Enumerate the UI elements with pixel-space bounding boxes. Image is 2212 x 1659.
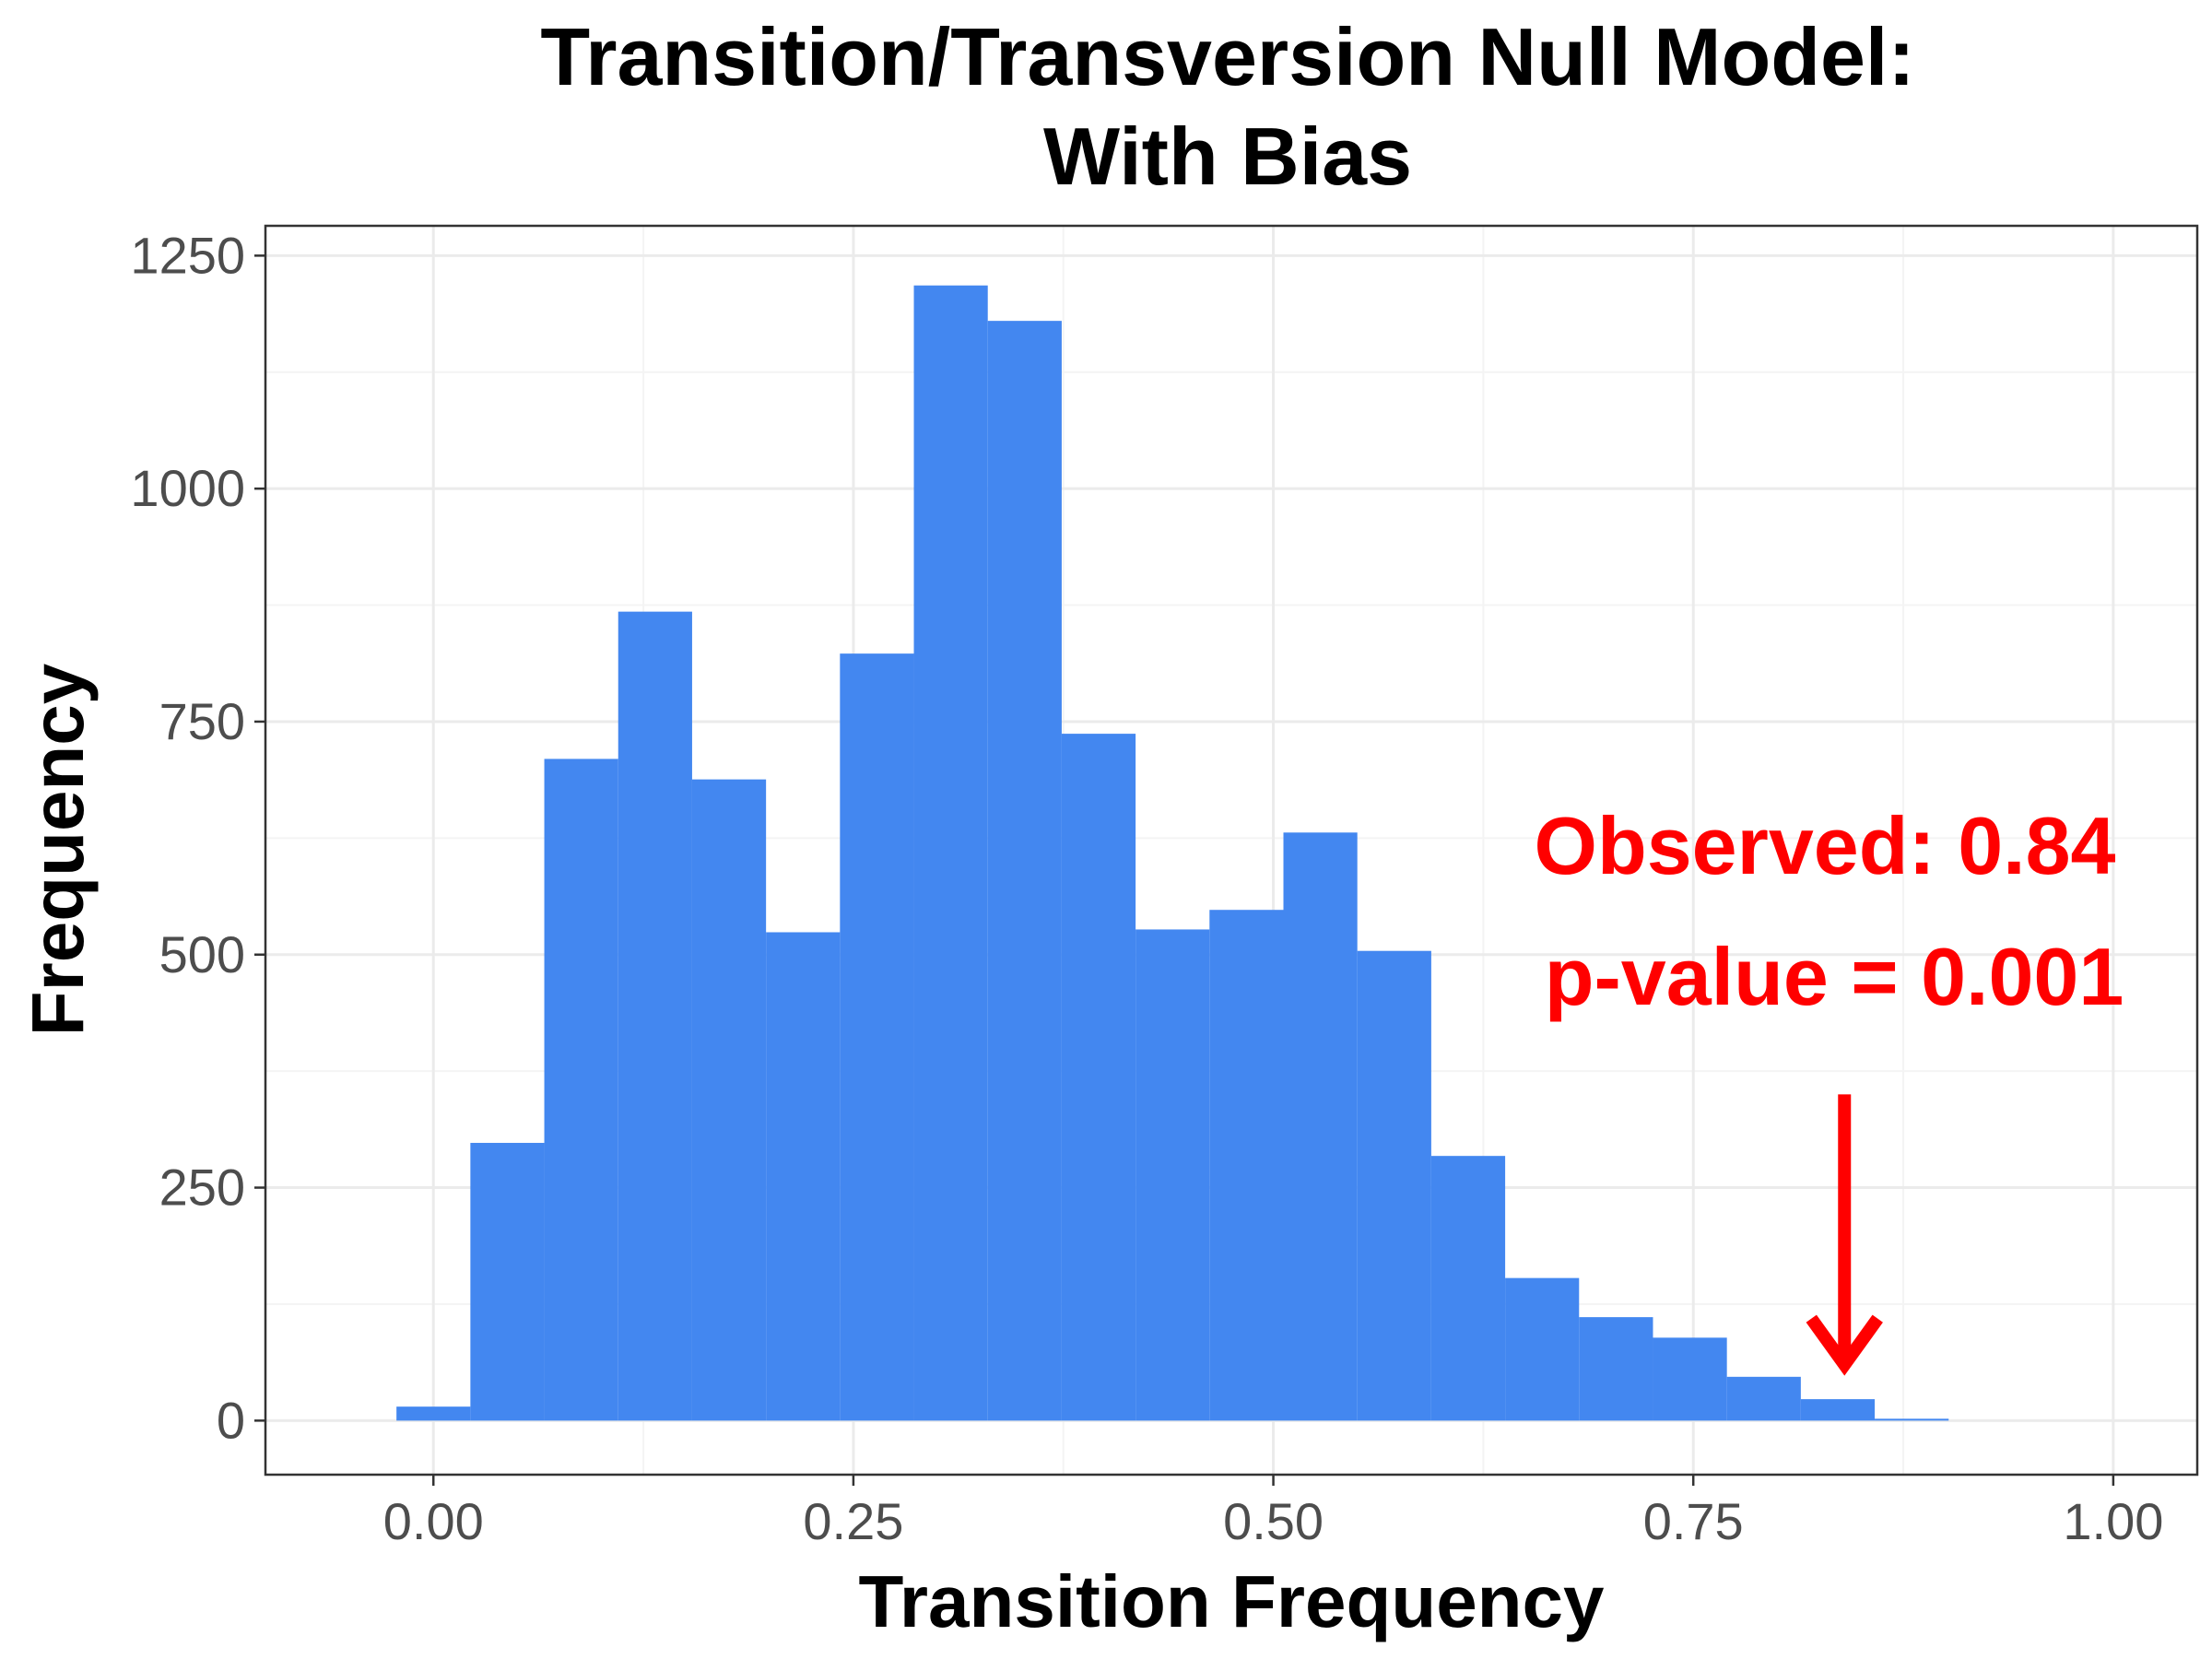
y-tick-label: 250 — [159, 1159, 245, 1217]
chart-title-line-1: Transition/Transversion Null Model: — [540, 11, 1914, 102]
plot-panel-border — [264, 224, 2199, 1477]
x-tick-label: 0.25 — [803, 1492, 903, 1550]
histogram-bar — [987, 321, 1062, 1421]
y-tick-label: 0 — [217, 1391, 245, 1449]
histogram-bar — [618, 611, 692, 1421]
histogram-bars — [396, 285, 1949, 1421]
pvalue-annotation: p-value = 0.001 — [1545, 931, 2124, 1022]
y-tick-label: 1250 — [130, 226, 245, 284]
axis-ticks — [254, 254, 2115, 1486]
observed-arrow-head — [1806, 1314, 1883, 1376]
histogram-bar — [1135, 929, 1210, 1421]
x-tick-label: 1.00 — [2063, 1492, 2163, 1550]
histogram-bar — [544, 759, 618, 1421]
histogram-bar — [1505, 1277, 1580, 1421]
histogram-bar — [1726, 1376, 1801, 1421]
histogram-bar — [1357, 950, 1431, 1421]
histogram-bar — [1875, 1418, 1949, 1421]
histogram-bar — [691, 779, 767, 1421]
histogram-bar — [766, 932, 841, 1421]
histogram-bar — [470, 1143, 545, 1421]
y-tick-label: 750 — [159, 692, 245, 750]
x-tick-label: 0.00 — [383, 1492, 484, 1550]
histogram-bar — [1800, 1399, 1876, 1421]
histogram-bar — [1061, 734, 1136, 1421]
observed-arrow — [1806, 1094, 1883, 1376]
histogram-bar — [913, 285, 988, 1421]
x-tick-label: 0.75 — [1643, 1492, 1744, 1550]
histogram-bar — [840, 653, 914, 1421]
y-tick-label: 500 — [159, 925, 245, 983]
histogram-bar — [1283, 832, 1358, 1421]
y-tick-label: 1000 — [130, 459, 245, 517]
observed-annotation: Observed: 0.84 — [1535, 800, 2116, 891]
chart-title-line-2: With Bias — [1043, 111, 1412, 202]
histogram-bar — [1653, 1337, 1727, 1421]
x-tick-label: 0.50 — [1223, 1492, 1324, 1550]
axis-tick-labels: 0.00 0.25 0.50 0.75 1.00 0 250 500 750 1000 1250 — [130, 226, 2163, 1550]
x-axis-title: Transition Frequency — [858, 1560, 1605, 1642]
histogram-bar — [1209, 910, 1284, 1421]
histogram-bar — [396, 1406, 471, 1421]
histogram-bar — [1430, 1156, 1506, 1421]
y-axis-title: Frequency — [17, 663, 99, 1036]
histogram-bar — [1579, 1317, 1653, 1421]
